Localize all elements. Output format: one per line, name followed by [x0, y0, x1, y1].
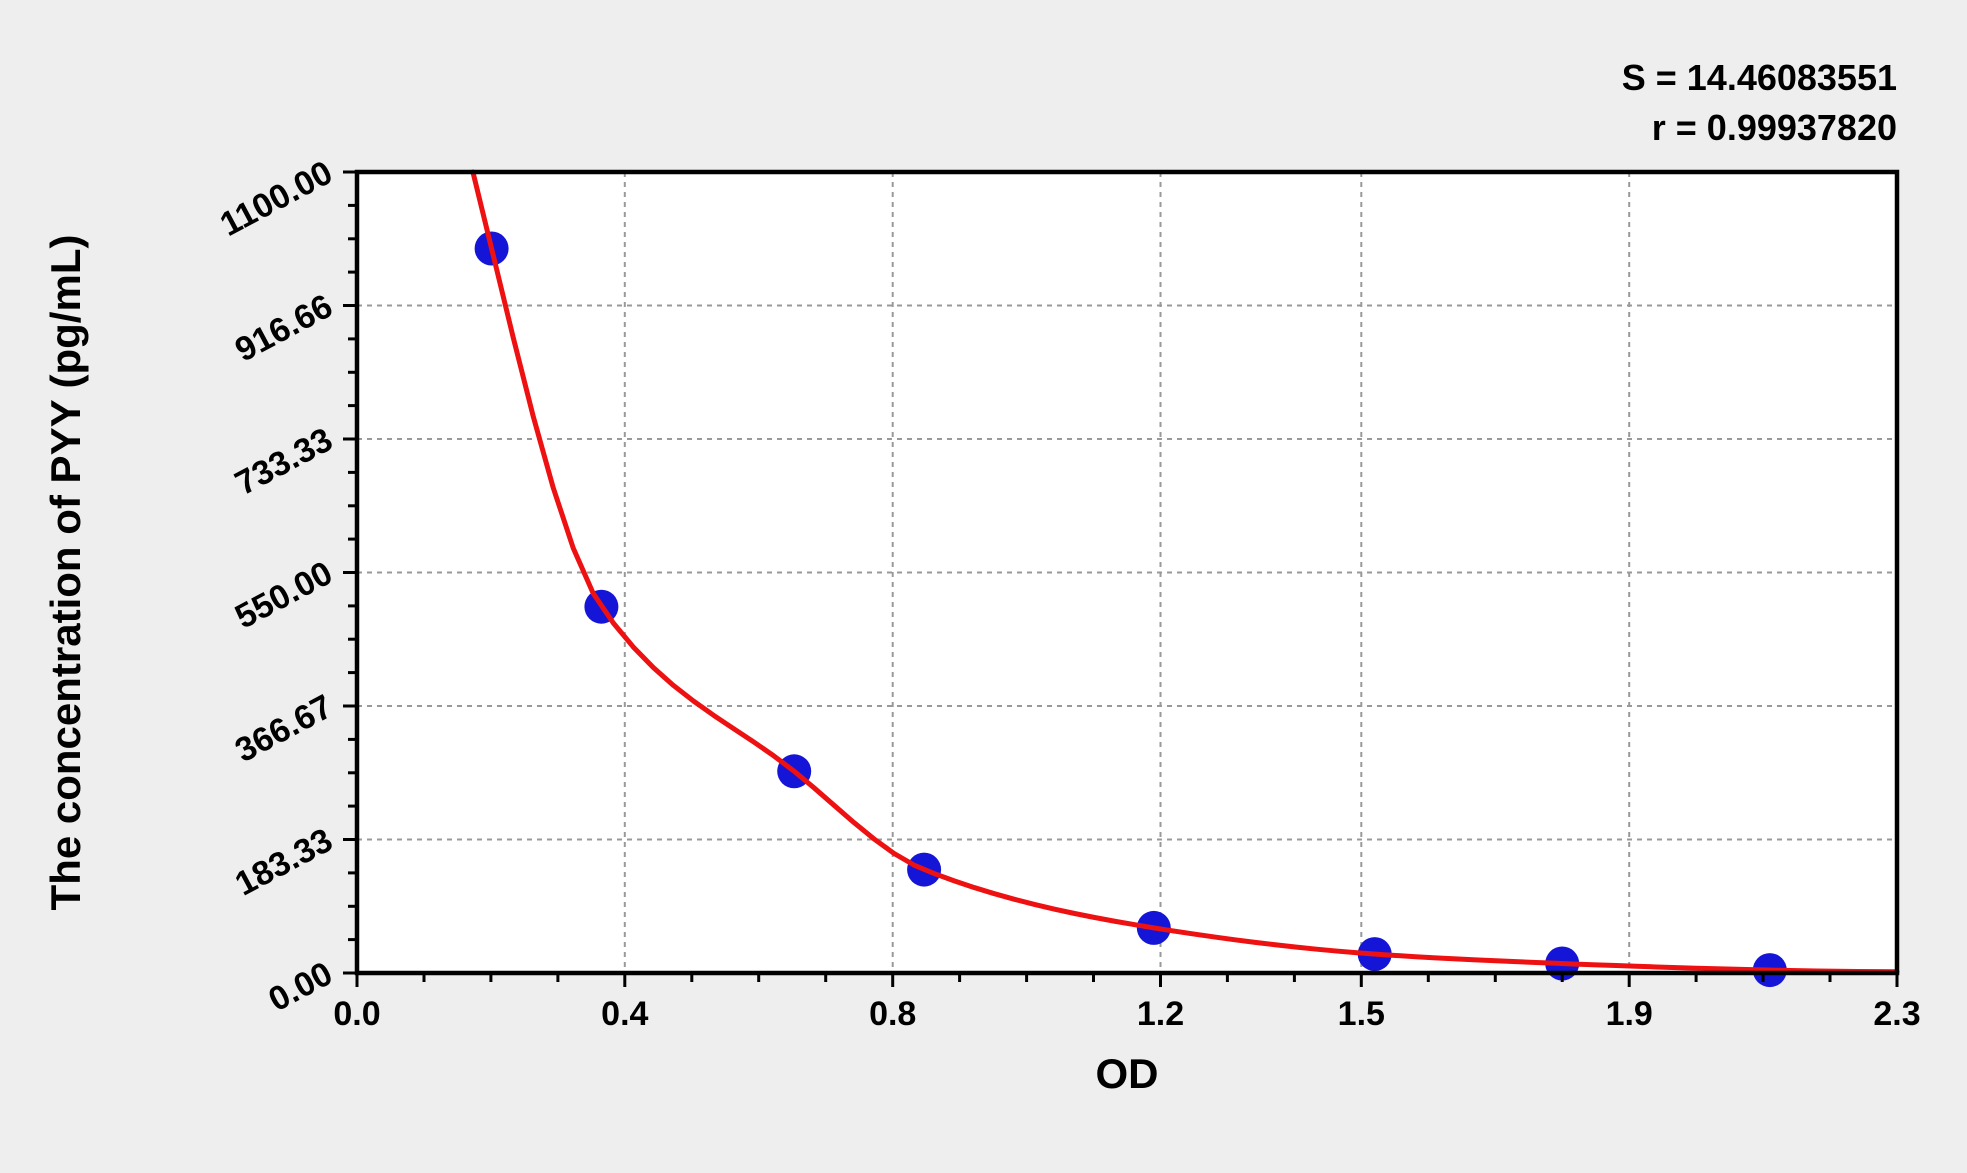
svg-text:1.9: 1.9	[1606, 995, 1653, 1033]
svg-text:r = 0.99937820: r = 0.99937820	[1652, 107, 1897, 148]
svg-text:OD: OD	[1096, 1050, 1159, 1097]
svg-text:0.4: 0.4	[601, 995, 648, 1033]
svg-text:2.3: 2.3	[1873, 995, 1920, 1033]
svg-text:S = 14.46083551: S = 14.46083551	[1622, 57, 1897, 98]
svg-text:1.5: 1.5	[1338, 995, 1385, 1033]
svg-text:1.2: 1.2	[1137, 995, 1184, 1033]
svg-text:0.0: 0.0	[333, 995, 380, 1033]
svg-text:0.8: 0.8	[869, 995, 916, 1033]
svg-text:The concentration of PYY (pg/m: The concentration of PYY (pg/mL)	[42, 235, 89, 911]
